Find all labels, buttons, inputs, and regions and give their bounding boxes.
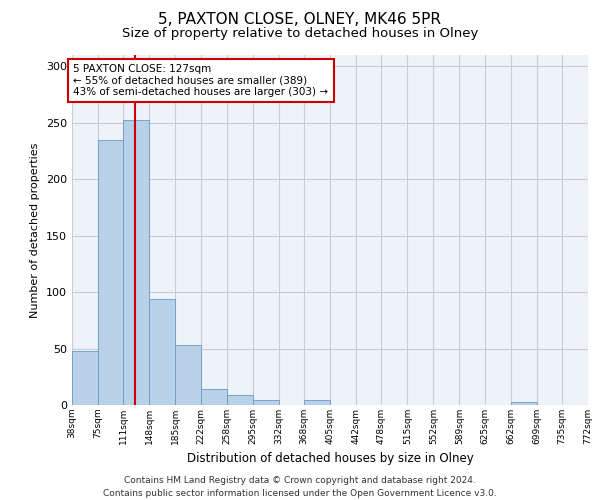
Bar [175,345,202,405]
Bar [511,402,536,405]
Bar [304,400,330,405]
Text: Size of property relative to detached houses in Olney: Size of property relative to detached ho… [122,28,478,40]
Bar [253,400,278,405]
Bar [124,120,149,405]
Bar [72,351,98,405]
Bar [98,140,124,405]
Text: 5, PAXTON CLOSE, OLNEY, MK46 5PR: 5, PAXTON CLOSE, OLNEY, MK46 5PR [158,12,442,28]
Bar [202,389,227,405]
Bar [149,299,175,405]
X-axis label: Distribution of detached houses by size in Olney: Distribution of detached houses by size … [187,452,473,466]
Y-axis label: Number of detached properties: Number of detached properties [31,142,40,318]
Bar [227,395,253,405]
Text: 5 PAXTON CLOSE: 127sqm
← 55% of detached houses are smaller (389)
43% of semi-de: 5 PAXTON CLOSE: 127sqm ← 55% of detached… [73,64,328,97]
Text: Contains HM Land Registry data © Crown copyright and database right 2024.
Contai: Contains HM Land Registry data © Crown c… [103,476,497,498]
